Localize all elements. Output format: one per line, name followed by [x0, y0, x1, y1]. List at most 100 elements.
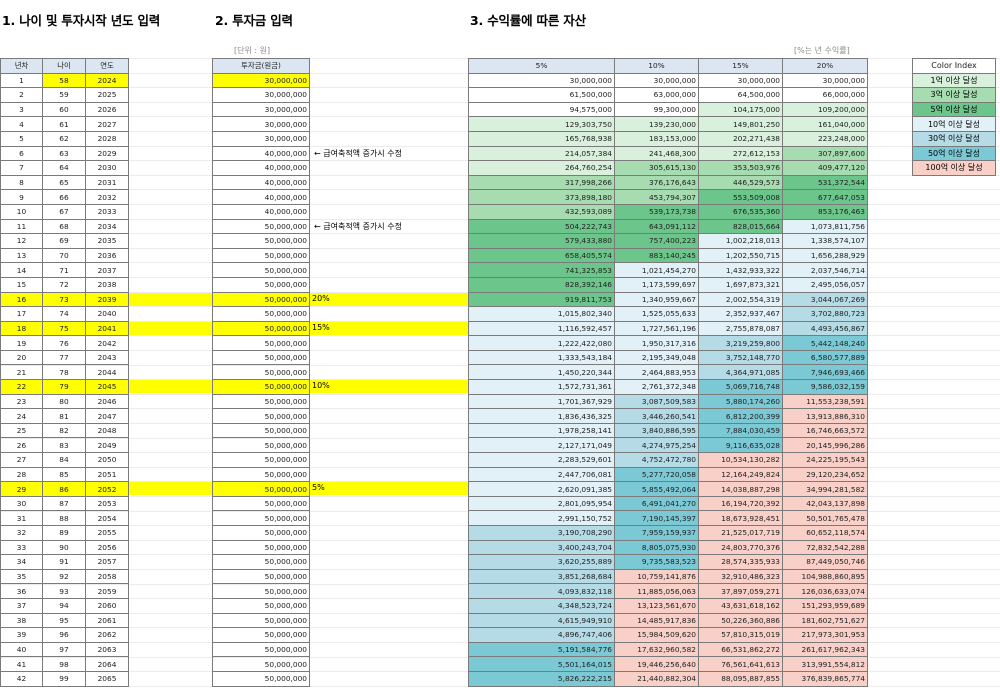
cell-asset-20[interactable]: 50,501,765,478	[782, 510, 868, 526]
cell-asset-10[interactable]: 883,140,245	[614, 247, 699, 264]
cell-asset-10[interactable]: 6,491,041,270	[614, 495, 699, 512]
cell-asset-5[interactable]: 264,760,254	[468, 160, 615, 176]
cell-year[interactable]: 2048	[85, 422, 129, 439]
cell-year[interactable]: 2035	[85, 233, 129, 249]
cell-asset-5[interactable]: 2,991,150,752	[468, 510, 615, 526]
cell-asset-20[interactable]: 16,746,663,572	[782, 422, 868, 439]
cell-age[interactable]: 94	[42, 597, 86, 614]
cell-asset-10[interactable]: 5,855,492,064	[614, 481, 699, 497]
cell-asset-20[interactable]: 11,553,238,591	[782, 393, 868, 410]
cell-asset-10[interactable]: 5,277,720,058	[614, 466, 699, 483]
cell-asset-5[interactable]: 1,222,422,080	[468, 335, 615, 351]
cell-year[interactable]: 2054	[85, 510, 129, 526]
cell-year-index[interactable]: 30	[0, 495, 43, 512]
cell-asset-15[interactable]: 28,574,335,933	[698, 554, 783, 570]
cell-year-index[interactable]: 21	[0, 364, 43, 381]
cell-asset-20[interactable]: 9,586,032,159	[782, 379, 868, 395]
cell-asset-5[interactable]: 579,433,880	[468, 233, 615, 249]
cell-asset-20[interactable]: 29,120,234,652	[782, 466, 868, 483]
cell-age[interactable]: 82	[42, 422, 86, 439]
cell-asset-20[interactable]: 104,988,860,895	[782, 568, 868, 585]
cell-asset-15[interactable]: 6,812,200,399	[698, 408, 783, 424]
cell-age[interactable]: 74	[42, 306, 86, 322]
cell-principal[interactable]: 50,000,000	[212, 320, 310, 337]
cell-age[interactable]: 63	[42, 145, 86, 162]
cell-asset-10[interactable]: 21,440,882,304	[614, 670, 699, 687]
cell-age[interactable]: 67	[42, 203, 86, 220]
cell-age[interactable]: 78	[42, 364, 86, 381]
cell-asset-20[interactable]: 6,580,577,889	[782, 349, 868, 366]
cell-year[interactable]: 2039	[85, 291, 129, 308]
cell-asset-15[interactable]: 202,271,438	[698, 130, 783, 147]
cell-year-index[interactable]: 17	[0, 306, 43, 322]
cell-asset-15[interactable]: 5,069,716,748	[698, 379, 783, 395]
cell-asset-15[interactable]: 676,535,360	[698, 203, 783, 220]
cell-asset-20[interactable]: 72,832,542,288	[782, 539, 868, 556]
cell-asset-5[interactable]: 165,768,938	[468, 130, 615, 147]
cell-principal[interactable]: 50,000,000	[212, 612, 310, 629]
cell-asset-20[interactable]: 3,044,067,269	[782, 291, 868, 308]
cell-year-index[interactable]: 42	[0, 670, 43, 687]
cell-asset-15[interactable]: 7,884,030,459	[698, 422, 783, 439]
cell-principal[interactable]: 50,000,000	[212, 627, 310, 643]
cell-principal[interactable]: 50,000,000	[212, 233, 310, 249]
cell-asset-10[interactable]: 1,525,055,633	[614, 306, 699, 322]
cell-asset-20[interactable]: 261,617,962,343	[782, 641, 868, 658]
cell-year[interactable]: 2063	[85, 641, 129, 658]
cell-asset-5[interactable]: 5,191,584,776	[468, 641, 615, 658]
cell-asset-5[interactable]: 129,303,750	[468, 116, 615, 132]
cell-asset-15[interactable]: 21,525,017,719	[698, 525, 783, 541]
cell-age[interactable]: 70	[42, 247, 86, 264]
cell-principal[interactable]: 50,000,000	[212, 583, 310, 599]
cell-asset-10[interactable]: 453,794,307	[614, 189, 699, 205]
cell-age[interactable]: 95	[42, 612, 86, 629]
cell-asset-20[interactable]: 126,036,633,074	[782, 583, 868, 599]
cell-year-index[interactable]: 10	[0, 203, 43, 220]
cell-year[interactable]: 2026	[85, 101, 129, 118]
cell-asset-15[interactable]: 50,226,360,886	[698, 612, 783, 629]
cell-year[interactable]: 2059	[85, 583, 129, 599]
cell-year[interactable]: 2050	[85, 452, 129, 468]
cell-asset-10[interactable]: 3,087,509,583	[614, 393, 699, 410]
cell-asset-5[interactable]: 1,333,543,184	[468, 349, 615, 366]
cell-asset-5[interactable]: 1,116,592,457	[468, 320, 615, 337]
cell-age[interactable]: 65	[42, 174, 86, 191]
cell-age[interactable]: 60	[42, 101, 86, 118]
cell-year-index[interactable]: 1	[0, 72, 43, 89]
cell-year-index[interactable]: 9	[0, 189, 43, 205]
cell-year-index[interactable]: 26	[0, 437, 43, 454]
cell-age[interactable]: 99	[42, 670, 86, 687]
cell-year[interactable]: 2030	[85, 160, 129, 176]
cell-principal[interactable]: 40,000,000	[212, 203, 310, 220]
cell-asset-5[interactable]: 658,405,574	[468, 247, 615, 264]
cell-age[interactable]: 87	[42, 495, 86, 512]
cell-asset-15[interactable]: 1,202,550,715	[698, 247, 783, 264]
cell-asset-5[interactable]: 919,811,753	[468, 291, 615, 308]
cell-asset-15[interactable]: 2,352,937,467	[698, 306, 783, 322]
cell-asset-10[interactable]: 376,176,643	[614, 174, 699, 191]
cell-asset-5[interactable]: 3,620,255,889	[468, 554, 615, 570]
cell-asset-15[interactable]: 30,000,000	[698, 72, 783, 89]
cell-asset-10[interactable]: 757,400,223	[614, 233, 699, 249]
cell-asset-15[interactable]: 553,509,008	[698, 189, 783, 205]
cell-asset-20[interactable]: 151,293,959,689	[782, 597, 868, 614]
cell-year-index[interactable]: 20	[0, 349, 43, 366]
cell-principal[interactable]: 50,000,000	[212, 364, 310, 381]
cell-principal[interactable]: 50,000,000	[212, 539, 310, 556]
cell-year[interactable]: 2055	[85, 525, 129, 541]
cell-asset-20[interactable]: 376,839,865,774	[782, 670, 868, 687]
cell-asset-20[interactable]: 181,602,751,627	[782, 612, 868, 629]
cell-asset-10[interactable]: 3,840,886,595	[614, 422, 699, 439]
cell-asset-5[interactable]: 2,447,706,081	[468, 466, 615, 483]
cell-asset-15[interactable]: 828,015,664	[698, 218, 783, 235]
cell-asset-5[interactable]: 1,450,220,344	[468, 364, 615, 381]
cell-year[interactable]: 2038	[85, 276, 129, 293]
cell-year-index[interactable]: 28	[0, 466, 43, 483]
cell-year-index[interactable]: 39	[0, 627, 43, 643]
cell-age[interactable]: 81	[42, 408, 86, 424]
cell-asset-15[interactable]: 2,755,878,087	[698, 320, 783, 337]
cell-principal[interactable]: 50,000,000	[212, 262, 310, 278]
cell-principal[interactable]: 50,000,000	[212, 641, 310, 658]
cell-principal[interactable]: 40,000,000	[212, 160, 310, 176]
cell-asset-15[interactable]: 24,803,770,376	[698, 539, 783, 556]
